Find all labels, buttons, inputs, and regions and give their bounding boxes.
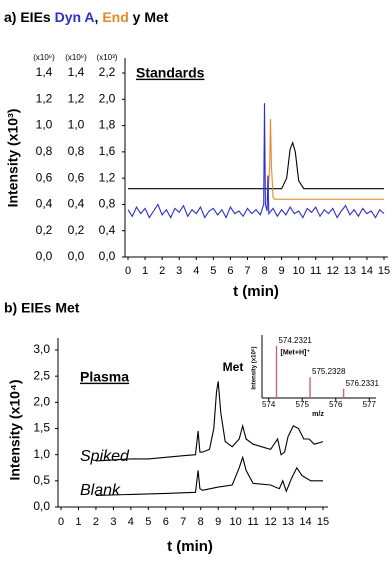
y-axis-label: Intensity (x10⁶) [252, 346, 258, 389]
trace [95, 381, 324, 462]
y-tick-label: 0,0 [36, 249, 53, 263]
trace [267, 118, 384, 200]
x-tick-label: 8 [198, 516, 204, 528]
y-tick-label: 0,0 [99, 249, 116, 263]
x-tick-label: 8 [261, 265, 267, 277]
y-tick-label: 1,4 [68, 65, 85, 79]
x-tick-label: 15 [317, 516, 329, 528]
x-axis-label: t (min) [167, 538, 213, 555]
x-tick-label: 575 [296, 400, 310, 409]
x-tick-label: 11 [310, 265, 321, 277]
y-axis-unit: (x10³) [97, 53, 118, 62]
trace [95, 455, 323, 497]
y-tick-label: 0,2 [36, 223, 53, 237]
title-part: Dyn A [55, 9, 95, 25]
y-tick-label: 1,2 [36, 91, 53, 105]
x-tick-label: 4 [128, 516, 134, 528]
peak-label: Met [223, 360, 244, 374]
y-tick-label: 2,2 [99, 65, 116, 79]
y-axis-label: Intensity (x10⁴) [7, 379, 23, 480]
x-tick-label: 6 [163, 516, 169, 528]
trace-label: Spiked [80, 448, 130, 465]
x-tick-label: 5 [210, 265, 216, 277]
y-tick-label: 1,2 [99, 170, 116, 184]
trace [128, 140, 384, 190]
y-axis-unit: (x10⁶) [65, 53, 87, 62]
x-tick-label: 574 [262, 400, 276, 409]
x-tick-label: 4 [193, 265, 199, 277]
x-tick-label: 7 [244, 265, 250, 277]
y-tick-label: 2,0 [99, 91, 116, 105]
y-tick-label: 1,0 [68, 118, 85, 132]
y-tick-label: 0,4 [68, 197, 85, 211]
y-tick-label: 1,4 [36, 65, 53, 79]
x-tick-label: 576 [329, 400, 343, 409]
y-tick-label: 2,5 [33, 368, 50, 382]
x-tick-label: 10 [293, 265, 305, 277]
y-tick-label: 1,0 [33, 447, 50, 461]
x-axis-label: t (min) [233, 283, 279, 300]
x-tick-label: 14 [361, 265, 373, 277]
x-tick-label: 0 [125, 265, 131, 277]
y-tick-label: 0,8 [36, 144, 53, 158]
x-tick-label: 13 [282, 516, 294, 528]
chart-title: b) EIEs Met [4, 300, 80, 316]
y-tick-label: 1,6 [99, 144, 116, 158]
peak-mz-label: 576.2331 [346, 379, 380, 388]
y-tick-label: 0,4 [99, 223, 116, 237]
x-tick-label: 3 [110, 516, 116, 528]
title-part: a) EIEs [4, 9, 51, 25]
x-tick-label: 2 [93, 516, 99, 528]
y-tick-label: 2,0 [33, 395, 50, 409]
annotation: Plasma [80, 369, 129, 385]
y-tick-label: 0,0 [68, 249, 85, 263]
x-axis-label: m/z [312, 411, 324, 418]
annotation: Standards [136, 65, 205, 81]
y-tick-label: 1,0 [36, 118, 53, 132]
peak-mz-label: 574.2321 [278, 336, 312, 345]
y-tick-label: 0,8 [99, 197, 116, 211]
x-tick-label: 9 [279, 265, 285, 277]
y-tick-label: 1,2 [68, 91, 85, 105]
y-tick-label: 3,0 [33, 342, 50, 356]
y-tick-label: 1,8 [99, 118, 116, 132]
title-part: , [95, 9, 99, 25]
x-tick-label: 15 [378, 265, 390, 277]
x-tick-label: 7 [180, 516, 186, 528]
y-tick-label: 0,4 [36, 197, 53, 211]
x-tick-label: 11 [247, 516, 258, 528]
annotation: [Met+H]⁺ [280, 349, 310, 357]
x-tick-label: 3 [176, 265, 182, 277]
y-axis-label: Intensity (x10³) [5, 109, 21, 208]
chart-title: a) EIEs Dyn A, End y Met [4, 9, 169, 25]
trace [127, 103, 385, 219]
title-part: y Met [133, 9, 169, 25]
trace-label: Blank [80, 482, 121, 499]
peak-mz-label: 575.2328 [312, 367, 346, 376]
x-tick-label: 5 [145, 516, 151, 528]
x-tick-label: 577 [363, 400, 377, 409]
x-tick-label: 9 [215, 516, 221, 528]
y-tick-label: 1,5 [33, 421, 50, 435]
y-tick-label: 0,5 [33, 473, 50, 487]
x-tick-label: 2 [159, 265, 165, 277]
y-tick-label: 0,2 [68, 223, 85, 237]
x-tick-label: 14 [299, 516, 311, 528]
y-tick-label: 0,8 [68, 144, 85, 158]
y-axis-unit: (x10⁶) [33, 53, 55, 62]
x-tick-label: 1 [75, 516, 81, 528]
x-tick-label: 12 [327, 265, 339, 277]
x-tick-label: 6 [227, 265, 233, 277]
x-tick-label: 1 [142, 265, 148, 277]
x-tick-label: 13 [344, 265, 356, 277]
y-tick-label: 0,6 [36, 170, 53, 184]
y-tick-label: 0,6 [68, 170, 85, 184]
x-tick-label: 10 [230, 516, 242, 528]
y-tick-label: 0,0 [33, 499, 50, 513]
x-tick-label: 12 [264, 516, 276, 528]
title-part: End [102, 9, 128, 25]
x-tick-label: 0 [58, 516, 64, 528]
